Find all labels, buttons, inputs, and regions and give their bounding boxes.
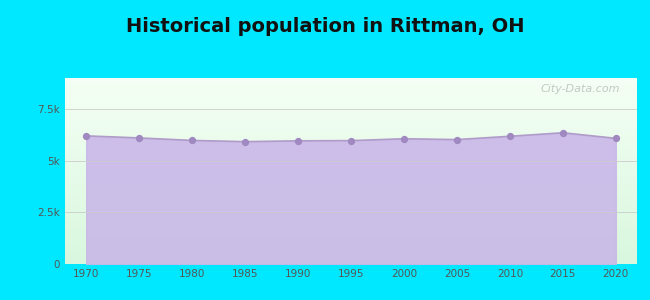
Text: City-Data.com: City-Data.com bbox=[540, 84, 620, 94]
Point bbox=[558, 130, 568, 135]
Point bbox=[504, 134, 515, 139]
Point bbox=[240, 139, 250, 144]
Point bbox=[81, 134, 92, 138]
Point bbox=[187, 138, 198, 143]
Point bbox=[134, 136, 144, 140]
Point bbox=[293, 138, 304, 143]
Point bbox=[610, 136, 621, 141]
Point bbox=[452, 137, 462, 142]
Text: Historical population in Rittman, OH: Historical population in Rittman, OH bbox=[125, 17, 525, 37]
Point bbox=[398, 136, 409, 141]
Point bbox=[346, 138, 356, 143]
